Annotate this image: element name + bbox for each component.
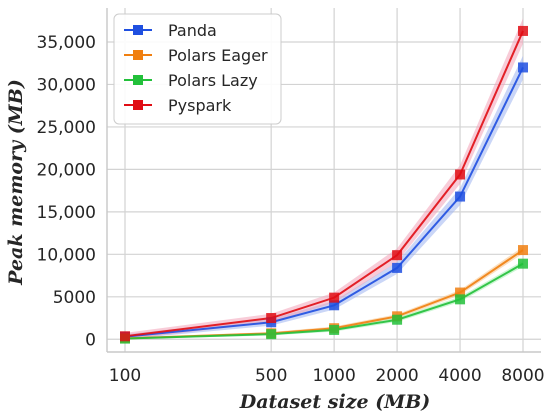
marker-panda xyxy=(392,262,403,273)
x-tick-labels: 100 500 1000 2000 4000 8000 xyxy=(109,366,545,386)
marker-pyspark xyxy=(120,331,130,342)
legend-item-polars-lazy: Polars Lazy xyxy=(124,71,258,90)
x-tick-label: 1000 xyxy=(313,366,356,386)
legend-marker-swatch xyxy=(133,75,143,85)
marker-panda xyxy=(518,62,528,73)
line-panda xyxy=(124,67,524,338)
marker-polars-lazy xyxy=(455,294,466,305)
marker-polars-eager xyxy=(455,287,466,298)
legend-label: Panda xyxy=(168,21,217,40)
y-tick-label: 20,000 xyxy=(37,160,96,180)
x-tick-label: 500 xyxy=(255,366,287,386)
marker-polars-lazy xyxy=(392,314,403,325)
legend-marker-swatch xyxy=(133,50,143,60)
y-tick-label: 5000 xyxy=(53,288,96,308)
y-tick-label: 30,000 xyxy=(37,75,96,95)
series-markers xyxy=(120,25,528,344)
y-tick-label: 15,000 xyxy=(37,203,96,223)
series-lines xyxy=(124,30,524,340)
marker-polars-lazy xyxy=(266,329,277,340)
legend-marker-swatch xyxy=(133,100,143,110)
y-tick-label: 25,000 xyxy=(37,118,96,138)
marker-panda xyxy=(329,300,340,311)
legend-label: Pyspark xyxy=(168,96,232,115)
marker-pyspark xyxy=(329,292,340,303)
legend-item-panda: Panda xyxy=(124,21,217,40)
y-tick-label: 10,000 xyxy=(37,245,96,265)
x-tick-label: 100 xyxy=(109,366,141,386)
legend-marker-swatch xyxy=(133,25,143,35)
marker-polars-lazy xyxy=(518,258,528,269)
marker-panda xyxy=(455,191,466,202)
y-tick-label: 0 xyxy=(85,330,96,350)
marker-polars-eager xyxy=(518,245,528,256)
line-polars-lazy xyxy=(124,262,524,340)
x-tick-label: 2000 xyxy=(375,366,418,386)
legend-label: Polars Eager xyxy=(168,46,268,65)
y-tick-label: 35,000 xyxy=(37,33,96,53)
x-axis-title: Dataset size (MB) xyxy=(239,391,431,413)
x-tick-label: 4000 xyxy=(438,366,481,386)
marker-pyspark xyxy=(392,250,403,261)
marker-pyspark xyxy=(455,169,466,180)
marker-polars-lazy xyxy=(329,324,340,335)
legend: Panda Polars Eager Polars Lazy Pyspark xyxy=(113,13,282,125)
x-tick-label: 8000 xyxy=(501,366,544,386)
legend-label: Polars Lazy xyxy=(168,71,258,90)
line-pyspark xyxy=(124,30,524,338)
y-tick-labels: 0 5000 10,000 15,000 20,000 25,000 30,000 35,00… xyxy=(37,33,96,350)
legend-item-polars-eager: Polars Eager xyxy=(124,46,268,65)
marker-pyspark xyxy=(266,313,277,324)
y-axis-title: Peak memory (MB) xyxy=(5,79,27,286)
legend-frame xyxy=(113,13,282,125)
axes xyxy=(106,8,541,353)
marker-pyspark xyxy=(518,25,528,36)
legend-item-pyspark: Pyspark xyxy=(124,96,232,115)
